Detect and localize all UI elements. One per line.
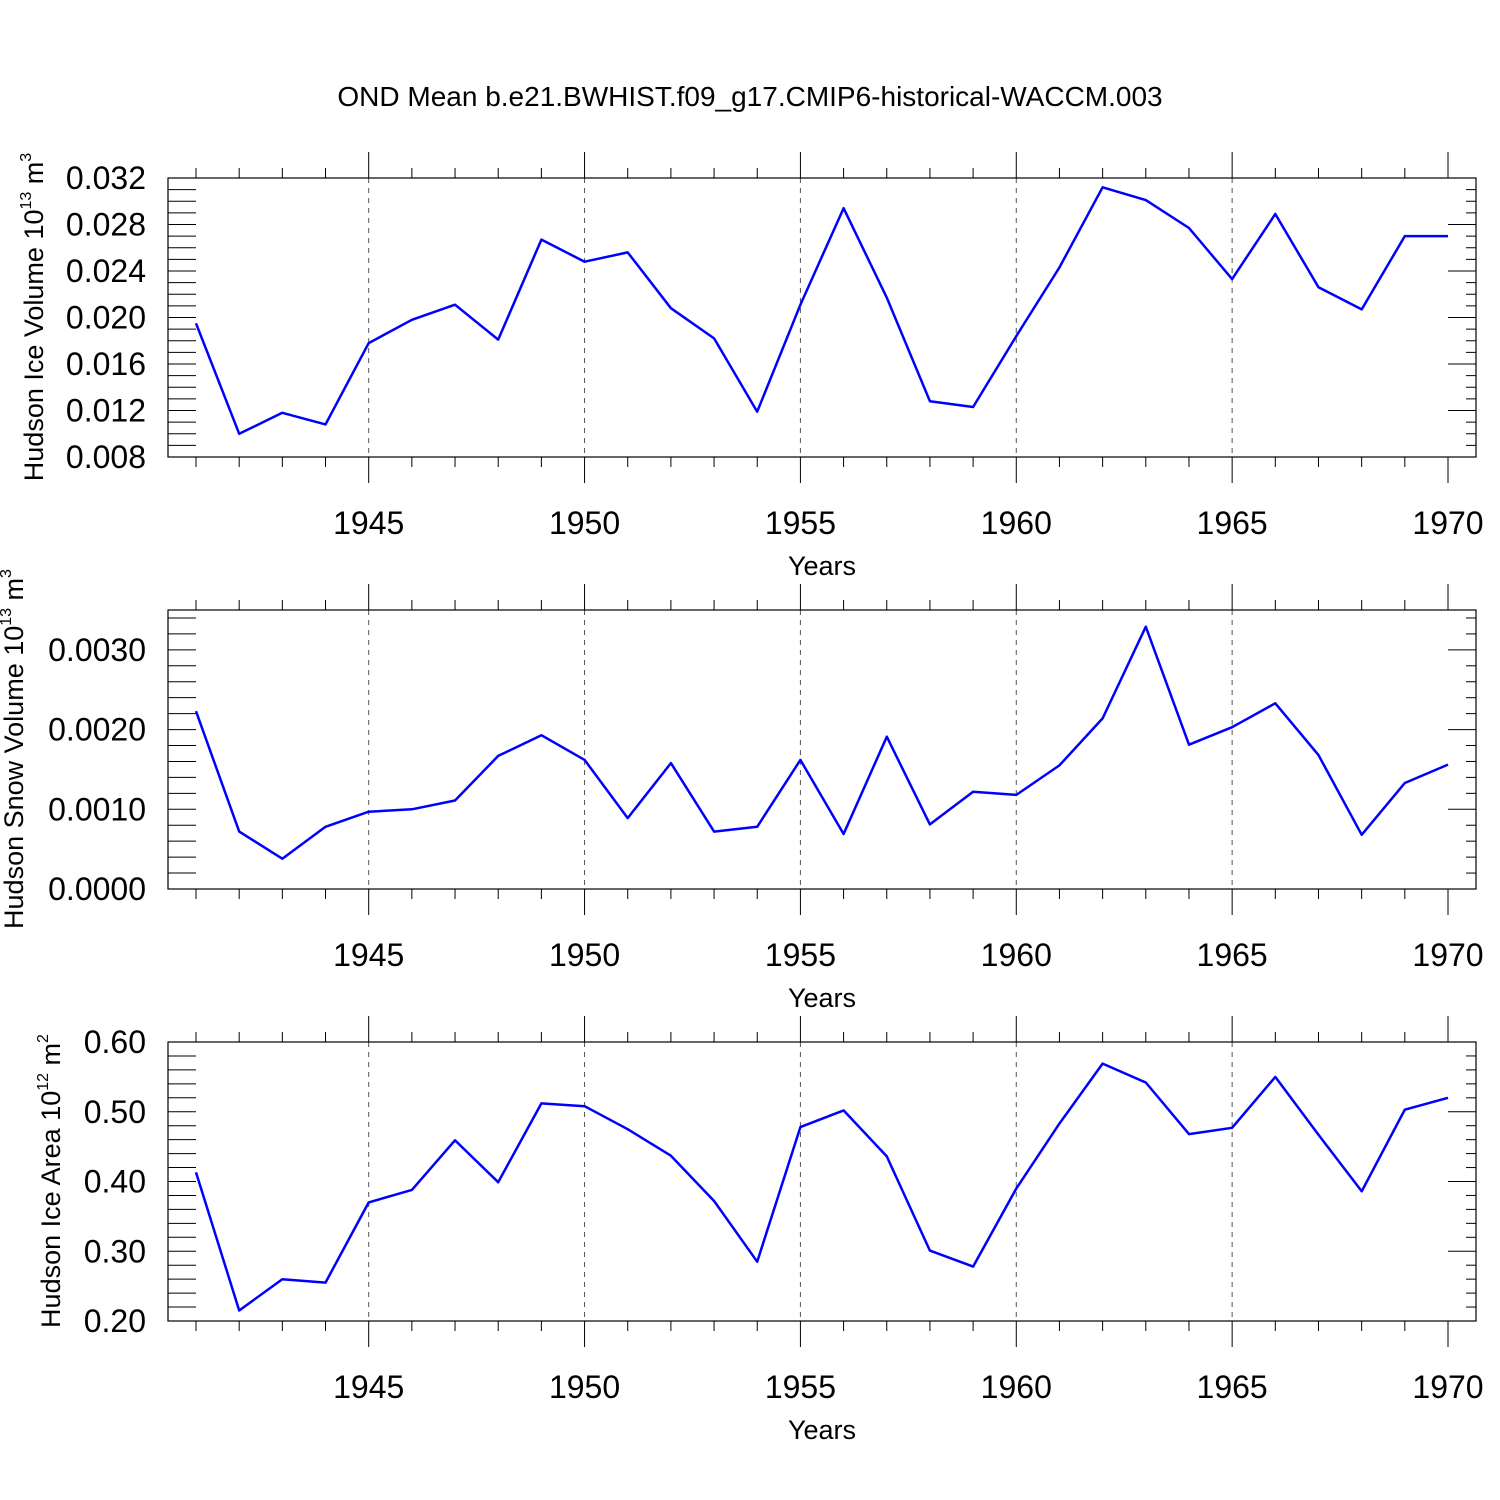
x-tick-label: 1955 [765,937,836,973]
x-tick-label: 1970 [1412,1369,1483,1405]
plot-frame [167,609,1477,890]
x-tick-label: 1970 [1412,505,1483,541]
y-tick-label: 0.0020 [48,712,146,748]
y-tick-label: 0.028 [66,207,146,243]
y-tick-label: 0.40 [84,1164,146,1200]
x-axis-label: Years [788,983,856,1013]
y-tick-label: 0.0000 [48,871,146,907]
x-tick-label: 1945 [333,937,404,973]
ice-volume-panel: Hudson Ice Volume 1013 m3 Years 1945 1950… [18,152,1484,581]
y-tick-label: 0.60 [84,1024,146,1060]
y-tick-label: 0.016 [66,346,146,382]
y-tick-label: 0.020 [66,300,146,336]
y-tick-label: 0.20 [84,1303,146,1339]
y-axis-label: Hudson Ice Area 1012 m2 [35,1034,66,1328]
x-tick-label: 1950 [549,937,620,973]
x-tick-label: 1955 [765,1369,836,1405]
x-axis-label: Years [788,551,856,581]
data-line [194,1062,1449,1312]
x-tick-label: 1945 [333,505,404,541]
x-tick-label: 1965 [1197,1369,1268,1405]
x-axis-label: Years [788,1415,856,1445]
x-tick-label: 1960 [981,505,1052,541]
y-tick-label: 0.032 [66,160,146,196]
snow-volume-panel: Hudson Snow Volume 1013 m3 Years 1945 195… [0,569,1484,1013]
x-tick-label: 1950 [549,1369,620,1405]
y-tick-label: 0.0010 [48,791,146,827]
x-tick-label: 1955 [765,505,836,541]
x-tick-label: 1965 [1197,937,1268,973]
data-line [194,186,1448,436]
x-tick-label: 1945 [333,1369,404,1405]
x-tick-label: 1965 [1197,505,1268,541]
y-tick-label: 0.30 [84,1233,146,1269]
chart-title: OND Mean b.e21.BWHIST.f09_g17.CMIP6-hist… [337,81,1162,112]
y-axis-label: Hudson Ice Volume 1013 m3 [18,153,49,482]
x-tick-label: 1960 [981,1369,1052,1405]
y-axis-label: Hudson Snow Volume 1013 m3 [0,569,29,929]
x-tick-label: 1950 [549,505,620,541]
data-line [194,625,1449,860]
y-tick-label: 0.024 [66,253,146,289]
y-tick-label: 0.0030 [48,632,146,668]
y-tick-label: 0.50 [84,1094,146,1130]
ice-area-panel: Hudson Ice Area 1012 m2 Years 1945 1950 19… [35,1016,1484,1445]
y-tick-label: 0.008 [66,439,146,475]
y-tick-label: 0.012 [66,393,146,429]
x-tick-label: 1960 [981,937,1052,973]
x-tick-label: 1970 [1412,937,1483,973]
